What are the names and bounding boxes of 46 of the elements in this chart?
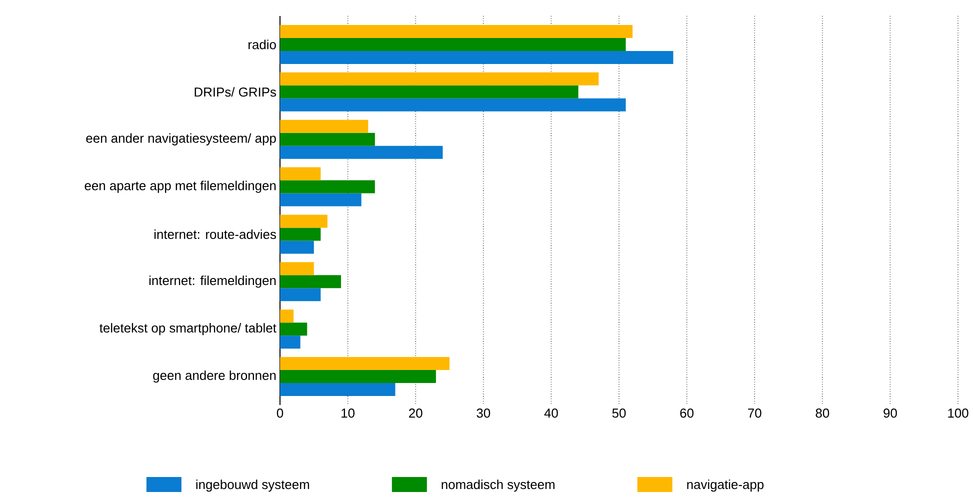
legend-label: navigatie-app (687, 480, 764, 492)
y-tick-label: internet: route-advies (154, 229, 276, 239)
bar (280, 214, 328, 228)
bar (280, 322, 308, 336)
y-tick-label: een ander navigatiesysteem/ app (86, 133, 276, 146)
x-tick-label: 100 (948, 408, 968, 418)
y-tick-label: teletekst op smartphone/ tablet (100, 323, 276, 336)
x-tick-label: 0 (276, 408, 284, 418)
x-tick-label: 20 (409, 408, 422, 418)
bar (280, 132, 375, 146)
bar (280, 85, 578, 98)
bar (280, 370, 436, 384)
bar (280, 193, 362, 206)
bar (280, 228, 321, 241)
y-tick-label: internet: filemeldingen (149, 276, 276, 288)
bar (280, 50, 674, 64)
bar (280, 120, 368, 133)
bar (280, 24, 633, 38)
bar (280, 275, 342, 288)
x-tick-label: 80 (816, 408, 830, 418)
bar (280, 288, 321, 302)
x-tick-label: 90 (884, 408, 897, 418)
x-tick-label: 40 (544, 408, 558, 418)
y-tick-label: DRIPs/ GRIPs (194, 87, 276, 97)
x-tick-label: 70 (748, 408, 762, 418)
bar (280, 357, 450, 370)
bar (280, 180, 375, 194)
bar (280, 98, 626, 112)
bar (280, 167, 321, 180)
bar (280, 310, 294, 323)
bar (280, 383, 396, 396)
y-tick-label: radio (248, 40, 276, 50)
x-tick-label: 60 (680, 408, 694, 418)
x-tick-label: 50 (612, 408, 626, 418)
bar (280, 262, 314, 276)
bar (280, 146, 443, 159)
bar (280, 336, 300, 349)
legend-label: nomadisch systeem (442, 480, 554, 492)
y-tick-label: geen andere bronnen (153, 370, 276, 383)
legend-label: ingebouwd systeem (196, 480, 310, 492)
bar (280, 72, 599, 86)
bar (280, 240, 314, 254)
x-tick-label: 10 (342, 408, 355, 418)
x-tick-label: 30 (476, 408, 490, 418)
bar (280, 38, 626, 51)
y-tick-label: een aparte app met filemeldingen (84, 180, 276, 193)
